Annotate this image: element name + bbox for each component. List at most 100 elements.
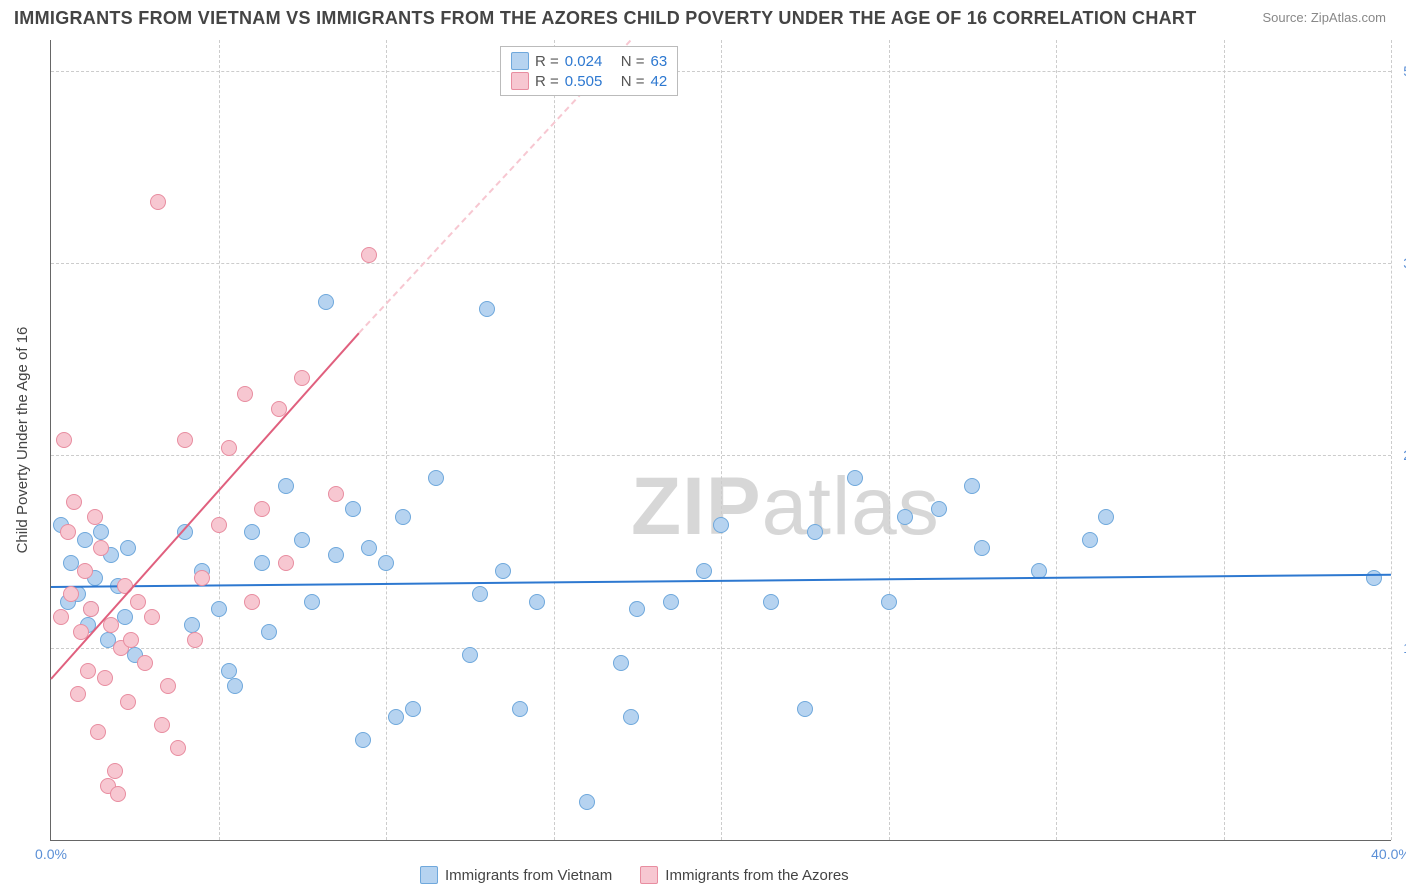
legend-n-value: 63 bbox=[651, 53, 668, 70]
y-tick-label: 37.5% bbox=[1395, 255, 1406, 271]
data-point-vietnam bbox=[897, 509, 913, 525]
data-point-azores bbox=[130, 594, 146, 610]
data-point-vietnam bbox=[931, 501, 947, 517]
x-tick-label: 0.0% bbox=[35, 846, 67, 862]
legend-bottom-swatch-vietnam bbox=[420, 866, 438, 884]
legend-bottom-item-vietnam: Immigrants from Vietnam bbox=[420, 866, 612, 884]
data-point-azores bbox=[278, 555, 294, 571]
data-point-vietnam bbox=[405, 701, 421, 717]
data-point-azores bbox=[160, 678, 176, 694]
gridline-vertical bbox=[554, 40, 555, 840]
legend-bottom-item-azores: Immigrants from the Azores bbox=[640, 866, 848, 884]
data-point-vietnam bbox=[512, 701, 528, 717]
correlation-legend: R = 0.024 N = 63R =0.505N =42 bbox=[500, 46, 678, 96]
data-point-azores bbox=[244, 594, 260, 610]
data-point-vietnam bbox=[472, 586, 488, 602]
data-point-vietnam bbox=[211, 601, 227, 617]
data-point-vietnam bbox=[763, 594, 779, 610]
legend-bottom-label: Immigrants from Vietnam bbox=[445, 867, 612, 884]
gridline-vertical bbox=[1056, 40, 1057, 840]
legend-n-label: N = bbox=[621, 53, 645, 70]
data-point-azores bbox=[154, 717, 170, 733]
data-point-vietnam bbox=[93, 524, 109, 540]
data-point-vietnam bbox=[120, 540, 136, 556]
data-point-vietnam bbox=[361, 540, 377, 556]
data-point-azores bbox=[237, 386, 253, 402]
legend-row-vietnam: R =0.024N =63 bbox=[511, 51, 667, 71]
legend-r-label: R = bbox=[535, 73, 559, 90]
data-point-azores bbox=[90, 724, 106, 740]
data-point-vietnam bbox=[881, 594, 897, 610]
data-point-vietnam bbox=[974, 540, 990, 556]
data-point-azores bbox=[150, 194, 166, 210]
data-point-azores bbox=[120, 694, 136, 710]
data-point-vietnam bbox=[278, 478, 294, 494]
watermark-text: ZIPatlas bbox=[631, 460, 940, 554]
data-point-vietnam bbox=[629, 601, 645, 617]
gridline-vertical bbox=[1224, 40, 1225, 840]
data-point-azores bbox=[63, 586, 79, 602]
data-point-vietnam bbox=[663, 594, 679, 610]
data-point-vietnam bbox=[495, 563, 511, 579]
trend-line-azores bbox=[50, 333, 360, 680]
gridline-vertical bbox=[386, 40, 387, 840]
scatter-plot-area: ZIPatlas 12.5%25.0%37.5%50.0%0.0%40.0% bbox=[50, 40, 1391, 841]
data-point-vietnam bbox=[964, 478, 980, 494]
data-point-vietnam bbox=[77, 532, 93, 548]
y-tick-label: 50.0% bbox=[1395, 63, 1406, 79]
data-point-azores bbox=[70, 686, 86, 702]
data-point-vietnam bbox=[462, 647, 478, 663]
data-point-azores bbox=[211, 517, 227, 533]
gridline-vertical bbox=[889, 40, 890, 840]
data-point-vietnam bbox=[395, 509, 411, 525]
data-point-azores bbox=[254, 501, 270, 517]
data-point-vietnam bbox=[797, 701, 813, 717]
data-point-azores bbox=[53, 609, 69, 625]
legend-swatch-azores bbox=[511, 72, 529, 90]
data-point-vietnam bbox=[579, 794, 595, 810]
legend-row-azores: R =0.505N =42 bbox=[511, 71, 667, 91]
data-point-vietnam bbox=[847, 470, 863, 486]
data-point-vietnam bbox=[328, 547, 344, 563]
gridline-vertical bbox=[721, 40, 722, 840]
data-point-azores bbox=[87, 509, 103, 525]
data-point-vietnam bbox=[378, 555, 394, 571]
data-point-vietnam bbox=[388, 709, 404, 725]
legend-r-value: 0.024 bbox=[565, 53, 615, 70]
data-point-azores bbox=[117, 578, 133, 594]
data-point-azores bbox=[66, 494, 82, 510]
data-point-vietnam bbox=[623, 709, 639, 725]
data-point-vietnam bbox=[261, 624, 277, 640]
data-point-vietnam bbox=[345, 501, 361, 517]
data-point-vietnam bbox=[227, 678, 243, 694]
data-point-azores bbox=[77, 563, 93, 579]
chart-title: IMMIGRANTS FROM VIETNAM VS IMMIGRANTS FR… bbox=[14, 8, 1197, 29]
data-point-azores bbox=[177, 432, 193, 448]
data-point-vietnam bbox=[244, 524, 260, 540]
data-point-vietnam bbox=[696, 563, 712, 579]
data-point-vietnam bbox=[355, 732, 371, 748]
data-point-azores bbox=[123, 632, 139, 648]
data-point-azores bbox=[97, 670, 113, 686]
legend-bottom-swatch-azores bbox=[640, 866, 658, 884]
data-point-vietnam bbox=[613, 655, 629, 671]
watermark-zip: ZIP bbox=[631, 461, 762, 552]
data-point-vietnam bbox=[254, 555, 270, 571]
data-point-vietnam bbox=[318, 294, 334, 310]
legend-swatch-vietnam bbox=[511, 52, 529, 70]
data-point-azores bbox=[361, 247, 377, 263]
legend-bottom-label: Immigrants from the Azores bbox=[665, 867, 848, 884]
data-point-vietnam bbox=[184, 617, 200, 633]
data-point-azores bbox=[56, 432, 72, 448]
data-point-azores bbox=[144, 609, 160, 625]
data-point-vietnam bbox=[713, 517, 729, 533]
data-point-vietnam bbox=[1082, 532, 1098, 548]
data-point-azores bbox=[221, 440, 237, 456]
data-point-azores bbox=[107, 763, 123, 779]
y-axis-label: Child Poverty Under the Age of 16 bbox=[14, 327, 31, 554]
gridline-vertical bbox=[219, 40, 220, 840]
data-point-vietnam bbox=[304, 594, 320, 610]
data-point-azores bbox=[187, 632, 203, 648]
data-point-azores bbox=[194, 570, 210, 586]
data-point-azores bbox=[60, 524, 76, 540]
